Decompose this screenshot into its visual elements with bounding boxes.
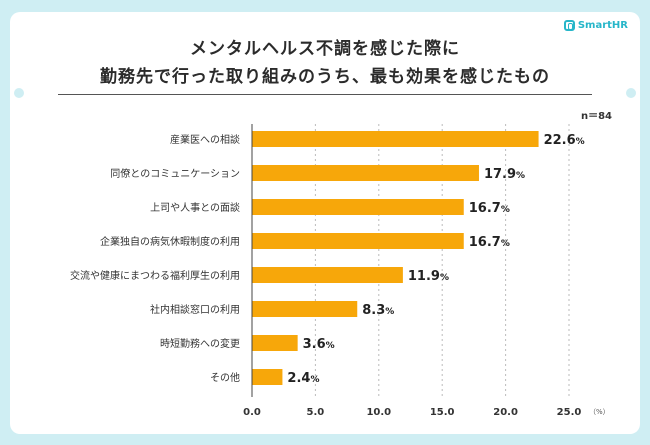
card-hole-left bbox=[14, 88, 24, 98]
category-label: 産業医への相談 bbox=[170, 133, 240, 146]
bar bbox=[252, 267, 403, 283]
value-label: 3.6% bbox=[303, 337, 335, 352]
title-divider bbox=[58, 94, 592, 95]
category-label: 上司や人事との面談 bbox=[150, 201, 240, 214]
smarthr-logo-icon bbox=[563, 20, 575, 31]
value-label: 2.4% bbox=[287, 371, 319, 386]
category-label: その他 bbox=[210, 371, 240, 384]
value-label: 16.7% bbox=[469, 235, 510, 250]
category-label: 社内相談窓口の利用 bbox=[150, 303, 240, 316]
x-tick-label: 5.0 bbox=[307, 407, 325, 418]
x-unit-label: （%） bbox=[589, 408, 610, 416]
card-hole-right bbox=[626, 88, 636, 98]
value-label: 16.7% bbox=[469, 201, 510, 216]
sample-size-label: n＝84 bbox=[580, 111, 612, 122]
brand-name: SmartHR bbox=[577, 20, 628, 31]
bar bbox=[252, 369, 283, 385]
bar bbox=[252, 301, 358, 317]
category-label: 時短勤務への変更 bbox=[160, 337, 240, 350]
bar bbox=[252, 233, 464, 249]
bar bbox=[252, 335, 298, 351]
bar bbox=[252, 165, 479, 181]
value-label: 22.6% bbox=[544, 133, 585, 148]
x-tick-label: 0.0 bbox=[243, 407, 261, 418]
bar bbox=[252, 199, 464, 215]
x-tick-label: 25.0 bbox=[557, 407, 582, 418]
value-label: 11.9% bbox=[408, 269, 449, 284]
x-tick-label: 15.0 bbox=[430, 407, 455, 418]
category-label: 同僚とのコミュニケーション bbox=[110, 167, 240, 180]
x-tick-label: 20.0 bbox=[493, 407, 518, 418]
chart-title-line2: 勤務先で行った取り組みのうち、最も効果を感じたもの bbox=[100, 67, 550, 87]
brand-logo: SmartHR bbox=[563, 20, 628, 31]
category-label: 企業独自の病気休暇制度の利用 bbox=[100, 235, 240, 248]
chart-title-line1: メンタルヘルス不調を感じた際に bbox=[190, 39, 460, 59]
x-tick-label: 10.0 bbox=[366, 407, 391, 418]
value-label: 8.3% bbox=[362, 303, 394, 318]
value-label: 17.9% bbox=[484, 167, 525, 182]
chart-card bbox=[10, 12, 640, 434]
category-label: 交流や健康にまつわる福利厚生の利用 bbox=[70, 269, 240, 282]
bar bbox=[252, 131, 539, 147]
